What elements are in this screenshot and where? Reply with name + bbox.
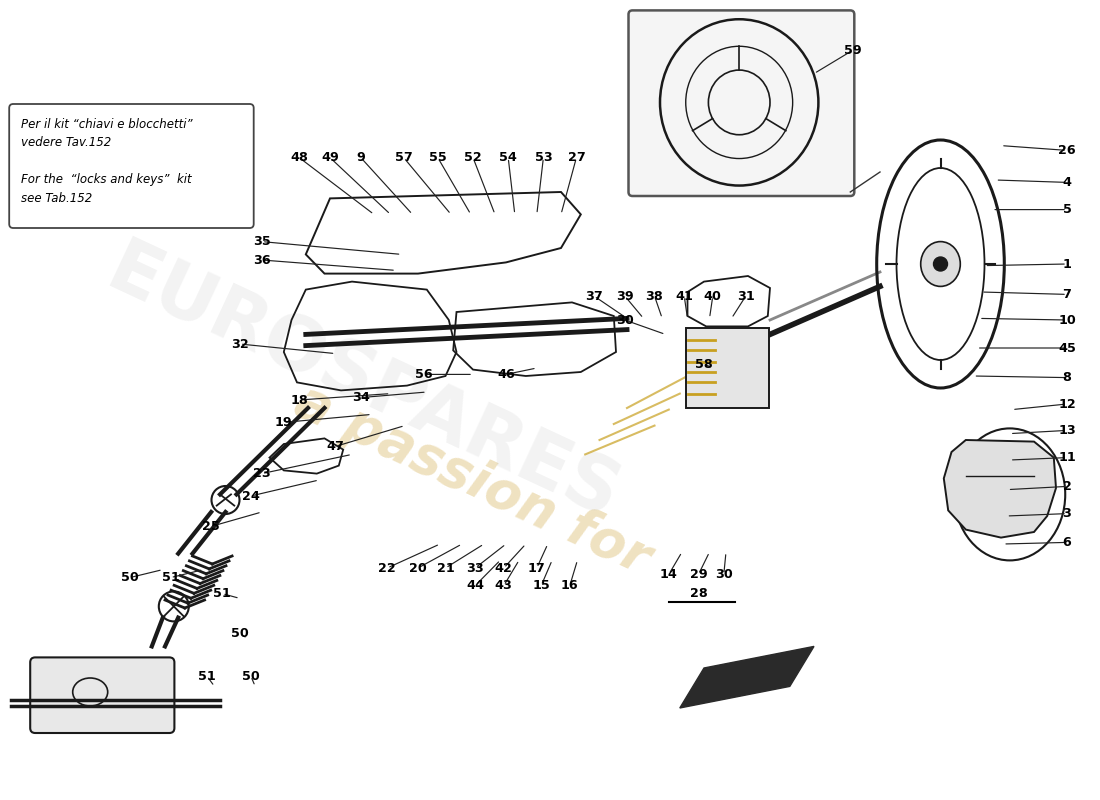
Polygon shape: [680, 646, 814, 708]
Text: 36: 36: [253, 254, 271, 266]
Text: 10: 10: [1058, 314, 1076, 326]
FancyBboxPatch shape: [30, 658, 175, 733]
Text: 57: 57: [395, 151, 412, 164]
Circle shape: [934, 257, 947, 271]
FancyBboxPatch shape: [9, 104, 254, 228]
Text: EUROSPARES: EUROSPARES: [96, 234, 630, 534]
Text: 46: 46: [497, 368, 515, 381]
Text: 20: 20: [409, 562, 427, 574]
Text: 38: 38: [646, 290, 663, 302]
Text: 9: 9: [356, 151, 365, 164]
Text: 21: 21: [437, 562, 454, 574]
Text: 32: 32: [231, 338, 249, 350]
Text: 39: 39: [616, 290, 634, 302]
Text: 23: 23: [253, 467, 271, 480]
Text: 44: 44: [466, 579, 484, 592]
Text: 3: 3: [1063, 507, 1071, 520]
Text: 43: 43: [495, 579, 513, 592]
Text: 59: 59: [844, 44, 861, 57]
Text: a passion for: a passion for: [287, 375, 659, 585]
Text: 14: 14: [660, 568, 678, 581]
Text: 41: 41: [675, 290, 693, 302]
Polygon shape: [944, 440, 1056, 538]
Text: 22: 22: [378, 562, 396, 574]
Text: 13: 13: [1058, 424, 1076, 437]
Text: 52: 52: [464, 151, 482, 164]
Text: 51: 51: [162, 571, 179, 584]
Text: 28: 28: [690, 587, 707, 600]
Text: 50: 50: [242, 670, 260, 682]
Text: 54: 54: [499, 151, 517, 164]
Text: 12: 12: [1058, 398, 1076, 410]
Text: 50: 50: [231, 627, 249, 640]
Text: 34: 34: [352, 391, 370, 404]
Text: 45: 45: [1058, 342, 1076, 354]
Ellipse shape: [921, 242, 960, 286]
Text: Per il kit “chiavi e blocchetti”
vedere Tav.152

For the  “locks and keys”  kit
: Per il kit “chiavi e blocchetti” vedere …: [21, 118, 192, 205]
Text: 51: 51: [198, 670, 216, 682]
Text: 33: 33: [466, 562, 484, 574]
Text: 29: 29: [690, 568, 707, 581]
Text: 51: 51: [213, 587, 231, 600]
Text: 47: 47: [327, 440, 344, 453]
Text: 56: 56: [415, 368, 432, 381]
Text: 25: 25: [202, 520, 220, 533]
Text: 48: 48: [290, 151, 308, 164]
Text: 17: 17: [528, 562, 546, 574]
Text: 11: 11: [1058, 451, 1076, 464]
Text: 53: 53: [535, 151, 552, 164]
Text: 19: 19: [275, 416, 293, 429]
Text: 58: 58: [695, 358, 713, 370]
Text: 5: 5: [1063, 203, 1071, 216]
Text: 37: 37: [585, 290, 603, 302]
Text: 42: 42: [495, 562, 513, 574]
Text: 50: 50: [121, 571, 139, 584]
FancyBboxPatch shape: [628, 10, 855, 196]
Text: 6: 6: [1063, 536, 1071, 549]
Text: 40: 40: [704, 290, 722, 302]
Text: 26: 26: [1058, 144, 1076, 157]
Text: 4: 4: [1063, 176, 1071, 189]
Text: 2: 2: [1063, 480, 1071, 493]
Text: 30: 30: [715, 568, 733, 581]
Text: 55: 55: [429, 151, 447, 164]
Text: 8: 8: [1063, 371, 1071, 384]
Text: 7: 7: [1063, 288, 1071, 301]
Text: 15: 15: [532, 579, 550, 592]
FancyBboxPatch shape: [685, 328, 769, 407]
Text: 27: 27: [568, 151, 585, 164]
Text: 24: 24: [242, 490, 260, 502]
Text: 35: 35: [253, 235, 271, 248]
Text: 31: 31: [737, 290, 755, 302]
Text: 30: 30: [616, 314, 634, 326]
Text: 18: 18: [290, 394, 308, 406]
Text: 49: 49: [321, 151, 339, 164]
Text: 16: 16: [561, 579, 579, 592]
Text: 1: 1: [1063, 258, 1071, 270]
